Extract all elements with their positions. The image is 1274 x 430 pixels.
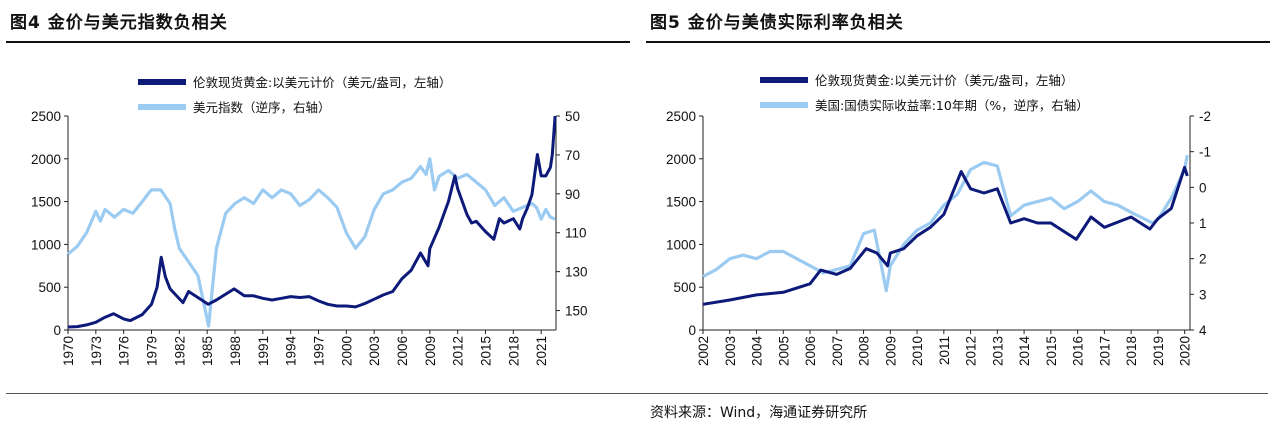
x-tick-label: 2000 [339,336,354,366]
chart-canvas: 0 500 1000 1500 2000 2500 -2 -1 0 1 2 3 4 2002 2003 200… [666,73,1211,367]
y-left-tick-label: 1500 [666,195,696,210]
y-right-tick-label: 2 [1199,252,1207,267]
chart-panel-gold-vs-real-yield: 图5 金价与美债实际利率负相关 0 500 1000 1500 2000 2500 -2 -1… [640,0,1274,392]
chart-title: 图4 金价与美元指数负相关 [10,13,228,33]
x-tick-label: 2021 [534,336,549,366]
x-tick-label: 2020 [1178,336,1193,366]
x-tick-label: 2019 [1151,336,1166,366]
x-tick-label: 1973 [89,336,104,366]
bottom-rule [6,393,1268,394]
series-line-secondary [66,157,556,328]
legend-label: 伦敦现货黄金:以美元计价（美元/盎司，左轴） [193,75,451,90]
x-tick-label: 2007 [830,336,845,366]
series-line-gold [702,165,1189,306]
y-right-tick-label: 130 [565,265,588,280]
series-line-gold [67,115,557,329]
y-left-tick-label: 2500 [31,109,61,124]
x-tick-label: 2010 [910,336,925,366]
y-right-tick-label: 70 [565,148,580,163]
x-tick-label: 1976 [117,336,132,366]
y-left-tick-label: 1500 [31,195,61,210]
y-right-tick-label: -1 [1199,145,1211,160]
y-left-tick-label: 2500 [666,109,696,124]
title-rule [6,41,630,43]
chart-title: 图5 金价与美债实际利率负相关 [650,13,904,33]
y-right-tick-label: 1 [1199,216,1207,231]
y-left-tick-label: 2000 [666,152,696,167]
x-tick-label: 2008 [857,336,872,366]
x-tick-label: 2003 [723,336,738,366]
x-tick-label: 1979 [144,336,159,366]
x-tick-label: 2009 [883,336,898,366]
x-tick-label: 2006 [395,336,410,366]
x-tick-label: 2003 [367,336,382,366]
x-tick-label: 2018 [506,336,521,366]
x-tick-label: 2015 [478,336,493,366]
x-tick-label: 1991 [256,336,271,366]
x-tick-label: 1985 [200,336,215,366]
chart-canvas: 0 500 1000 1500 2000 2500 50 70 90 110 130 150 1970 1… [31,75,588,367]
x-tick-label: 2012 [451,336,466,366]
y-right-tick-label: -2 [1199,109,1211,124]
y-right-tick-label: 150 [565,304,588,319]
legend-label: 美元指数（逆序，右轴） [193,100,331,115]
x-tick-label: 1988 [228,336,243,366]
x-tick-label: 2016 [1071,336,1086,366]
y-right-tick-label: 50 [565,109,580,124]
y-left-tick-label: 500 [38,280,61,295]
x-tick-label: 2014 [1017,336,1032,367]
x-tick-label: 2018 [1124,336,1139,366]
x-tick-label: 2002 [696,336,711,366]
x-tick-label: 2006 [803,336,818,366]
y-left-tick-label: 0 [688,323,696,338]
x-tick-label: 1997 [311,336,326,366]
legend-label: 伦敦现货黄金:以美元计价（美元/盎司，左轴） [815,73,1073,88]
x-tick-label: 1994 [284,336,299,367]
x-tick-label: 1970 [61,336,76,366]
x-tick-label: 2015 [1044,336,1059,366]
y-right-tick-label: 90 [565,187,580,202]
y-left-tick-label: 2000 [31,152,61,167]
y-left-tick-label: 500 [673,280,696,295]
x-tick-label: 1982 [172,336,187,366]
y-left-tick-label: 1000 [666,237,696,252]
y-right-tick-label: 3 [1199,287,1207,302]
x-tick-label: 2011 [937,336,952,365]
x-tick-label: 2004 [750,336,765,367]
source-note: 资料来源：Wind，海通证券研究所 [650,405,868,421]
x-tick-label: 2013 [990,336,1005,366]
x-tick-label: 2017 [1097,336,1112,366]
y-right-tick-label: 0 [1199,180,1207,195]
x-tick-label: 2012 [964,336,979,366]
title-rule [646,41,1270,43]
x-tick-label: 2005 [776,336,791,366]
y-left-tick-label: 0 [53,323,61,338]
chart-panel-gold-vs-dollar-index: 图4 金价与美元指数负相关 0 500 1000 1500 2000 2500 50 70 90… [0,0,634,392]
y-right-tick-label: 4 [1199,323,1207,338]
y-right-tick-label: 110 [565,226,587,241]
legend-label: 美国:国债实际收益率:10年期（%，逆序，右轴） [815,98,1089,113]
y-left-tick-label: 1000 [31,237,61,252]
x-tick-label: 2009 [423,336,438,366]
